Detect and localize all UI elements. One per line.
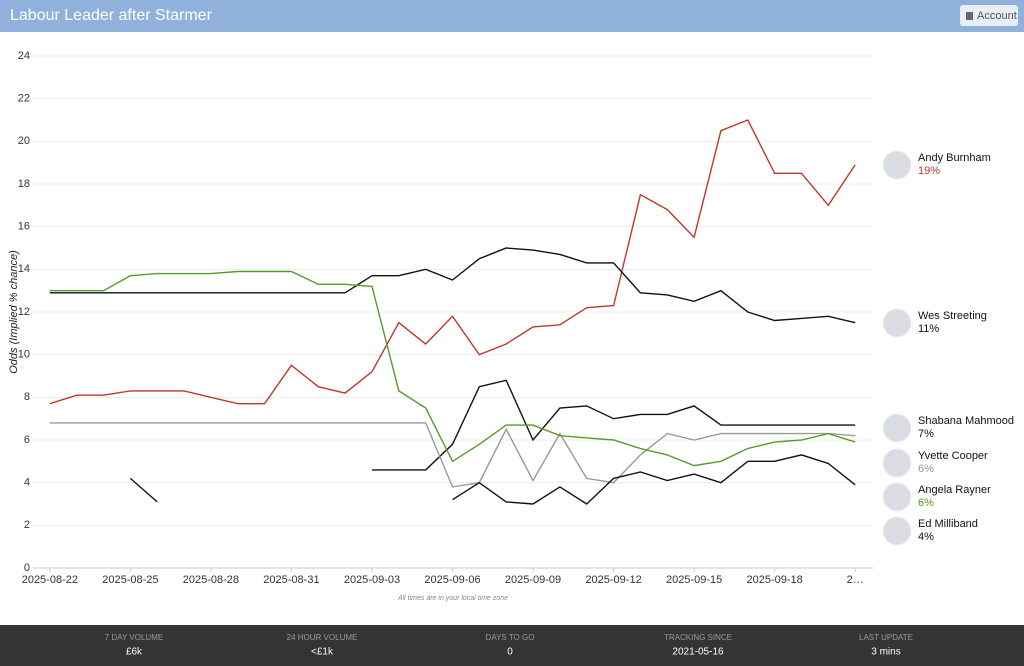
legend-avatar: [882, 516, 912, 546]
legend-latest: 4%: [918, 531, 934, 543]
legend-name: Andy Burnham: [918, 152, 991, 164]
legend-latest: 7%: [918, 428, 934, 440]
account-button[interactable]: [960, 5, 1018, 26]
y-tick-label: 2: [24, 519, 30, 531]
series-line: [372, 379, 856, 471]
y-tick-label: 24: [18, 50, 30, 62]
stat-label: 24 HOUR VOLUME: [287, 633, 358, 642]
legend-latest: 6%: [918, 497, 934, 509]
y-tick-label: 22: [18, 93, 30, 105]
legend-name: Shabana Mahmood: [918, 415, 1014, 427]
stat-label: TRACKING SINCE: [664, 633, 732, 642]
legend-latest: 19%: [918, 165, 940, 177]
x-tick-label: 2025-08-28: [183, 574, 239, 586]
y-tick-label: 10: [18, 349, 30, 361]
time-note: All times are in your local time zone: [397, 595, 508, 602]
account-label[interactable]: Account: [977, 10, 1017, 22]
y-tick-label: 4: [24, 477, 30, 489]
x-tick-label: 2025-09-06: [424, 574, 480, 586]
stat-value: 2021-05-16: [672, 647, 724, 658]
stat-value: <£1k: [311, 647, 334, 658]
y-tick-label: 14: [18, 263, 30, 275]
legend-name: Angela Rayner: [918, 484, 991, 496]
x-tick-label: 2025-08-31: [263, 574, 319, 586]
y-axis-label: Odds (Implied % chance): [8, 250, 20, 374]
footer-bar: [0, 625, 1024, 666]
stat-label: 7 DAY VOLUME: [105, 633, 163, 642]
series-line: [49, 247, 856, 324]
x-tick-label: 2025-09-03: [344, 574, 400, 586]
series-line: [49, 422, 856, 488]
account-icon: [966, 12, 973, 20]
legend-avatar: [882, 150, 912, 180]
y-tick-label: 20: [18, 135, 30, 147]
y-tick-label: 6: [24, 434, 30, 446]
legend-latest: 11%: [918, 323, 939, 335]
x-tick-label: 2025-09-18: [746, 574, 802, 586]
series-line: [49, 119, 856, 405]
x-tick-label: 2025-09-15: [666, 574, 722, 586]
y-tick-label: 8: [24, 391, 30, 403]
x-tick-label: 2025-09-12: [585, 574, 641, 586]
stat-value: 3 mins: [871, 647, 900, 658]
legend-name: Wes Streeting: [918, 310, 987, 322]
stat-label: DAYS TO GO: [486, 633, 535, 642]
legend-avatar: [882, 448, 912, 478]
legend-name: Ed Milliband: [918, 518, 978, 530]
y-tick-label: 18: [18, 178, 30, 190]
page-title: Labour Leader after Starmer: [10, 7, 213, 24]
x-tick-label: 2…: [847, 574, 864, 586]
legend-name: Yvette Cooper: [918, 450, 988, 462]
legend-avatar: [882, 482, 912, 512]
legend-latest: 6%: [918, 463, 934, 475]
stat-value: £6k: [126, 647, 143, 658]
series-line: [129, 454, 856, 505]
legend-avatar: [882, 308, 912, 338]
series-line: [49, 270, 856, 467]
stat-value: 0: [507, 647, 513, 658]
x-tick-label: 2025-08-22: [22, 574, 78, 586]
stat-label: LAST UPDATE: [859, 633, 913, 642]
x-tick-label: 2025-09-09: [505, 574, 561, 586]
y-tick-label: 16: [18, 221, 30, 233]
x-tick-label: 2025-08-25: [102, 574, 158, 586]
legend-avatar: [882, 413, 912, 443]
y-tick-label: 12: [18, 306, 30, 318]
y-tick-label: 0: [24, 562, 30, 574]
header-bar: [0, 0, 1024, 32]
